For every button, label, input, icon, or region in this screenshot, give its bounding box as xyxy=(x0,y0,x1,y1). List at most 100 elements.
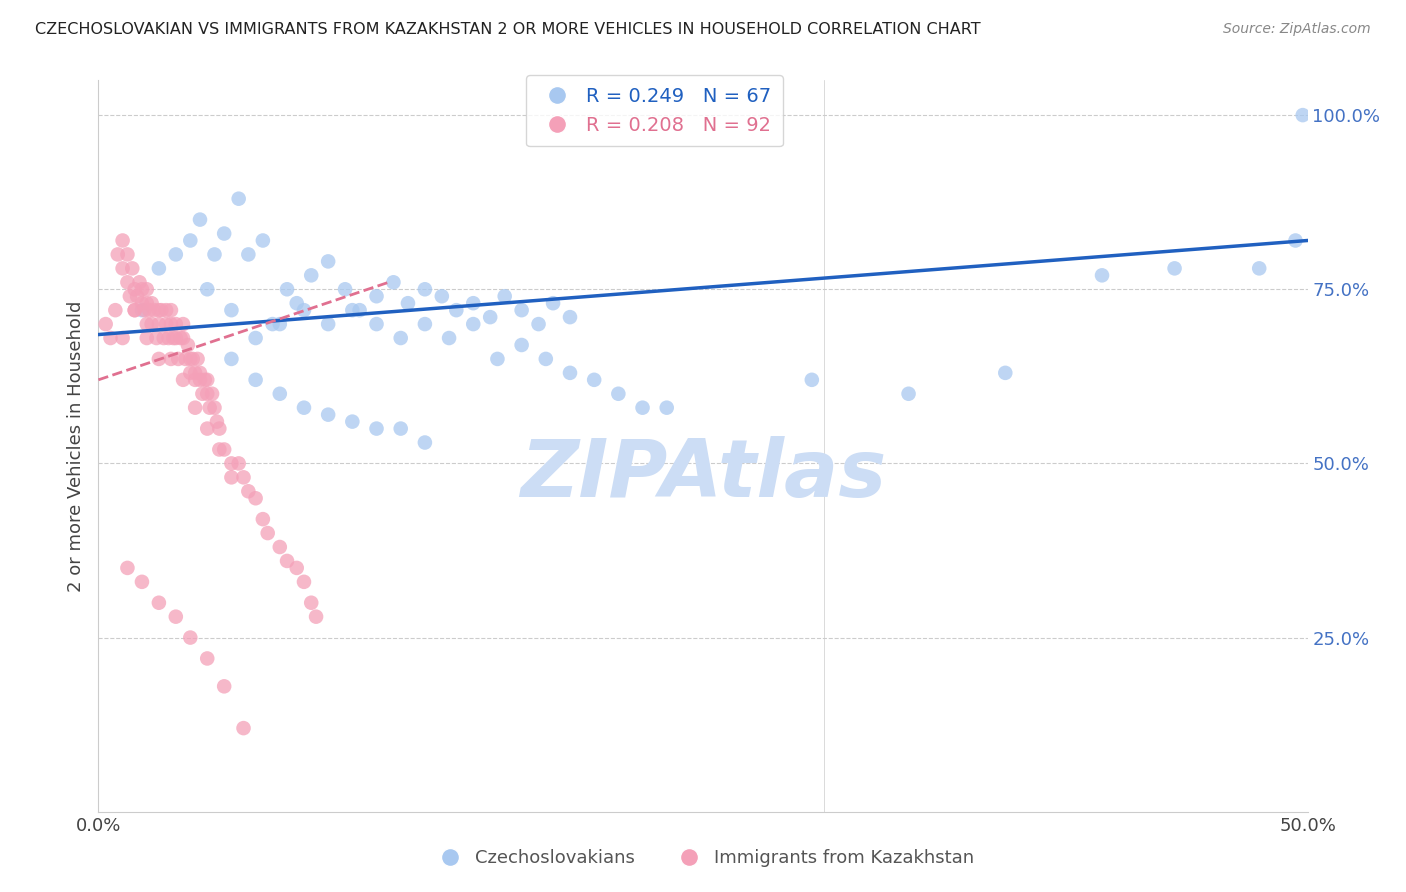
Point xyxy=(292,303,315,318)
Point xyxy=(117,247,139,261)
Point xyxy=(195,282,218,296)
Point xyxy=(510,338,533,352)
Point xyxy=(131,282,153,296)
Point xyxy=(157,331,180,345)
Point xyxy=(165,247,187,261)
Point xyxy=(148,317,170,331)
Point xyxy=(187,351,209,366)
Point xyxy=(305,609,328,624)
Point xyxy=(124,303,146,318)
Point xyxy=(179,351,201,366)
Point xyxy=(527,317,550,331)
Point xyxy=(121,261,143,276)
Point xyxy=(276,282,298,296)
Point xyxy=(195,373,218,387)
Point xyxy=(437,331,460,345)
Point xyxy=(316,254,339,268)
Point xyxy=(607,386,630,401)
Point xyxy=(135,331,157,345)
Point xyxy=(145,331,167,345)
Point xyxy=(155,317,177,331)
Text: CZECHOSLOVAKIAN VS IMMIGRANTS FROM KAZAKHSTAN 2 OR MORE VEHICLES IN HOUSEHOLD CO: CZECHOSLOVAKIAN VS IMMIGRANTS FROM KAZAK… xyxy=(35,22,981,37)
Point xyxy=(135,296,157,310)
Point xyxy=(389,331,412,345)
Point xyxy=(292,574,315,589)
Point xyxy=(141,317,163,331)
Point xyxy=(228,192,250,206)
Point xyxy=(127,289,149,303)
Point xyxy=(195,386,218,401)
Point xyxy=(994,366,1017,380)
Point xyxy=(205,415,228,429)
Point xyxy=(558,366,581,380)
Point xyxy=(195,651,218,665)
Point xyxy=(201,386,224,401)
Point xyxy=(184,366,207,380)
Point xyxy=(486,351,509,366)
Point xyxy=(160,303,183,318)
Point xyxy=(162,331,184,345)
Point xyxy=(167,351,190,366)
Point xyxy=(221,351,243,366)
Point xyxy=(135,282,157,296)
Point xyxy=(131,303,153,318)
Point xyxy=(194,373,217,387)
Point xyxy=(232,470,254,484)
Point xyxy=(172,331,194,345)
Point xyxy=(269,540,291,554)
Point xyxy=(198,401,221,415)
Point xyxy=(118,289,141,303)
Point xyxy=(316,317,339,331)
Point xyxy=(285,561,308,575)
Point xyxy=(148,351,170,366)
Point xyxy=(177,338,200,352)
Point xyxy=(111,261,134,276)
Point xyxy=(131,574,153,589)
Point xyxy=(342,415,364,429)
Point xyxy=(165,331,187,345)
Point xyxy=(413,317,436,331)
Point xyxy=(1163,261,1185,276)
Point xyxy=(446,303,468,318)
Point xyxy=(256,526,278,541)
Point xyxy=(204,401,226,415)
Point xyxy=(160,317,183,331)
Point xyxy=(179,234,201,248)
Point xyxy=(111,331,134,345)
Point xyxy=(100,331,122,345)
Point xyxy=(228,457,250,471)
Point xyxy=(558,310,581,325)
Point xyxy=(252,512,274,526)
Point xyxy=(1284,234,1306,248)
Point xyxy=(191,386,214,401)
Point xyxy=(104,303,127,318)
Point xyxy=(174,351,197,366)
Point xyxy=(128,275,150,289)
Point xyxy=(165,609,187,624)
Point xyxy=(463,296,485,310)
Point xyxy=(413,282,436,296)
Point xyxy=(184,373,207,387)
Point xyxy=(148,261,170,276)
Point xyxy=(299,596,322,610)
Point xyxy=(631,401,654,415)
Point xyxy=(245,331,267,345)
Point xyxy=(479,310,502,325)
Point xyxy=(188,212,211,227)
Point xyxy=(131,296,153,310)
Point xyxy=(382,275,405,289)
Text: ZIPAtlas: ZIPAtlas xyxy=(520,436,886,515)
Point xyxy=(232,721,254,735)
Point xyxy=(212,679,235,693)
Point xyxy=(188,366,211,380)
Point xyxy=(141,296,163,310)
Point xyxy=(172,373,194,387)
Point xyxy=(212,227,235,241)
Point xyxy=(366,317,388,331)
Point xyxy=(155,303,177,318)
Point xyxy=(195,421,218,435)
Legend: R = 0.249   N = 67, R = 0.208   N = 92: R = 0.249 N = 67, R = 0.208 N = 92 xyxy=(526,75,783,146)
Point xyxy=(245,373,267,387)
Point xyxy=(212,442,235,457)
Point xyxy=(541,296,564,310)
